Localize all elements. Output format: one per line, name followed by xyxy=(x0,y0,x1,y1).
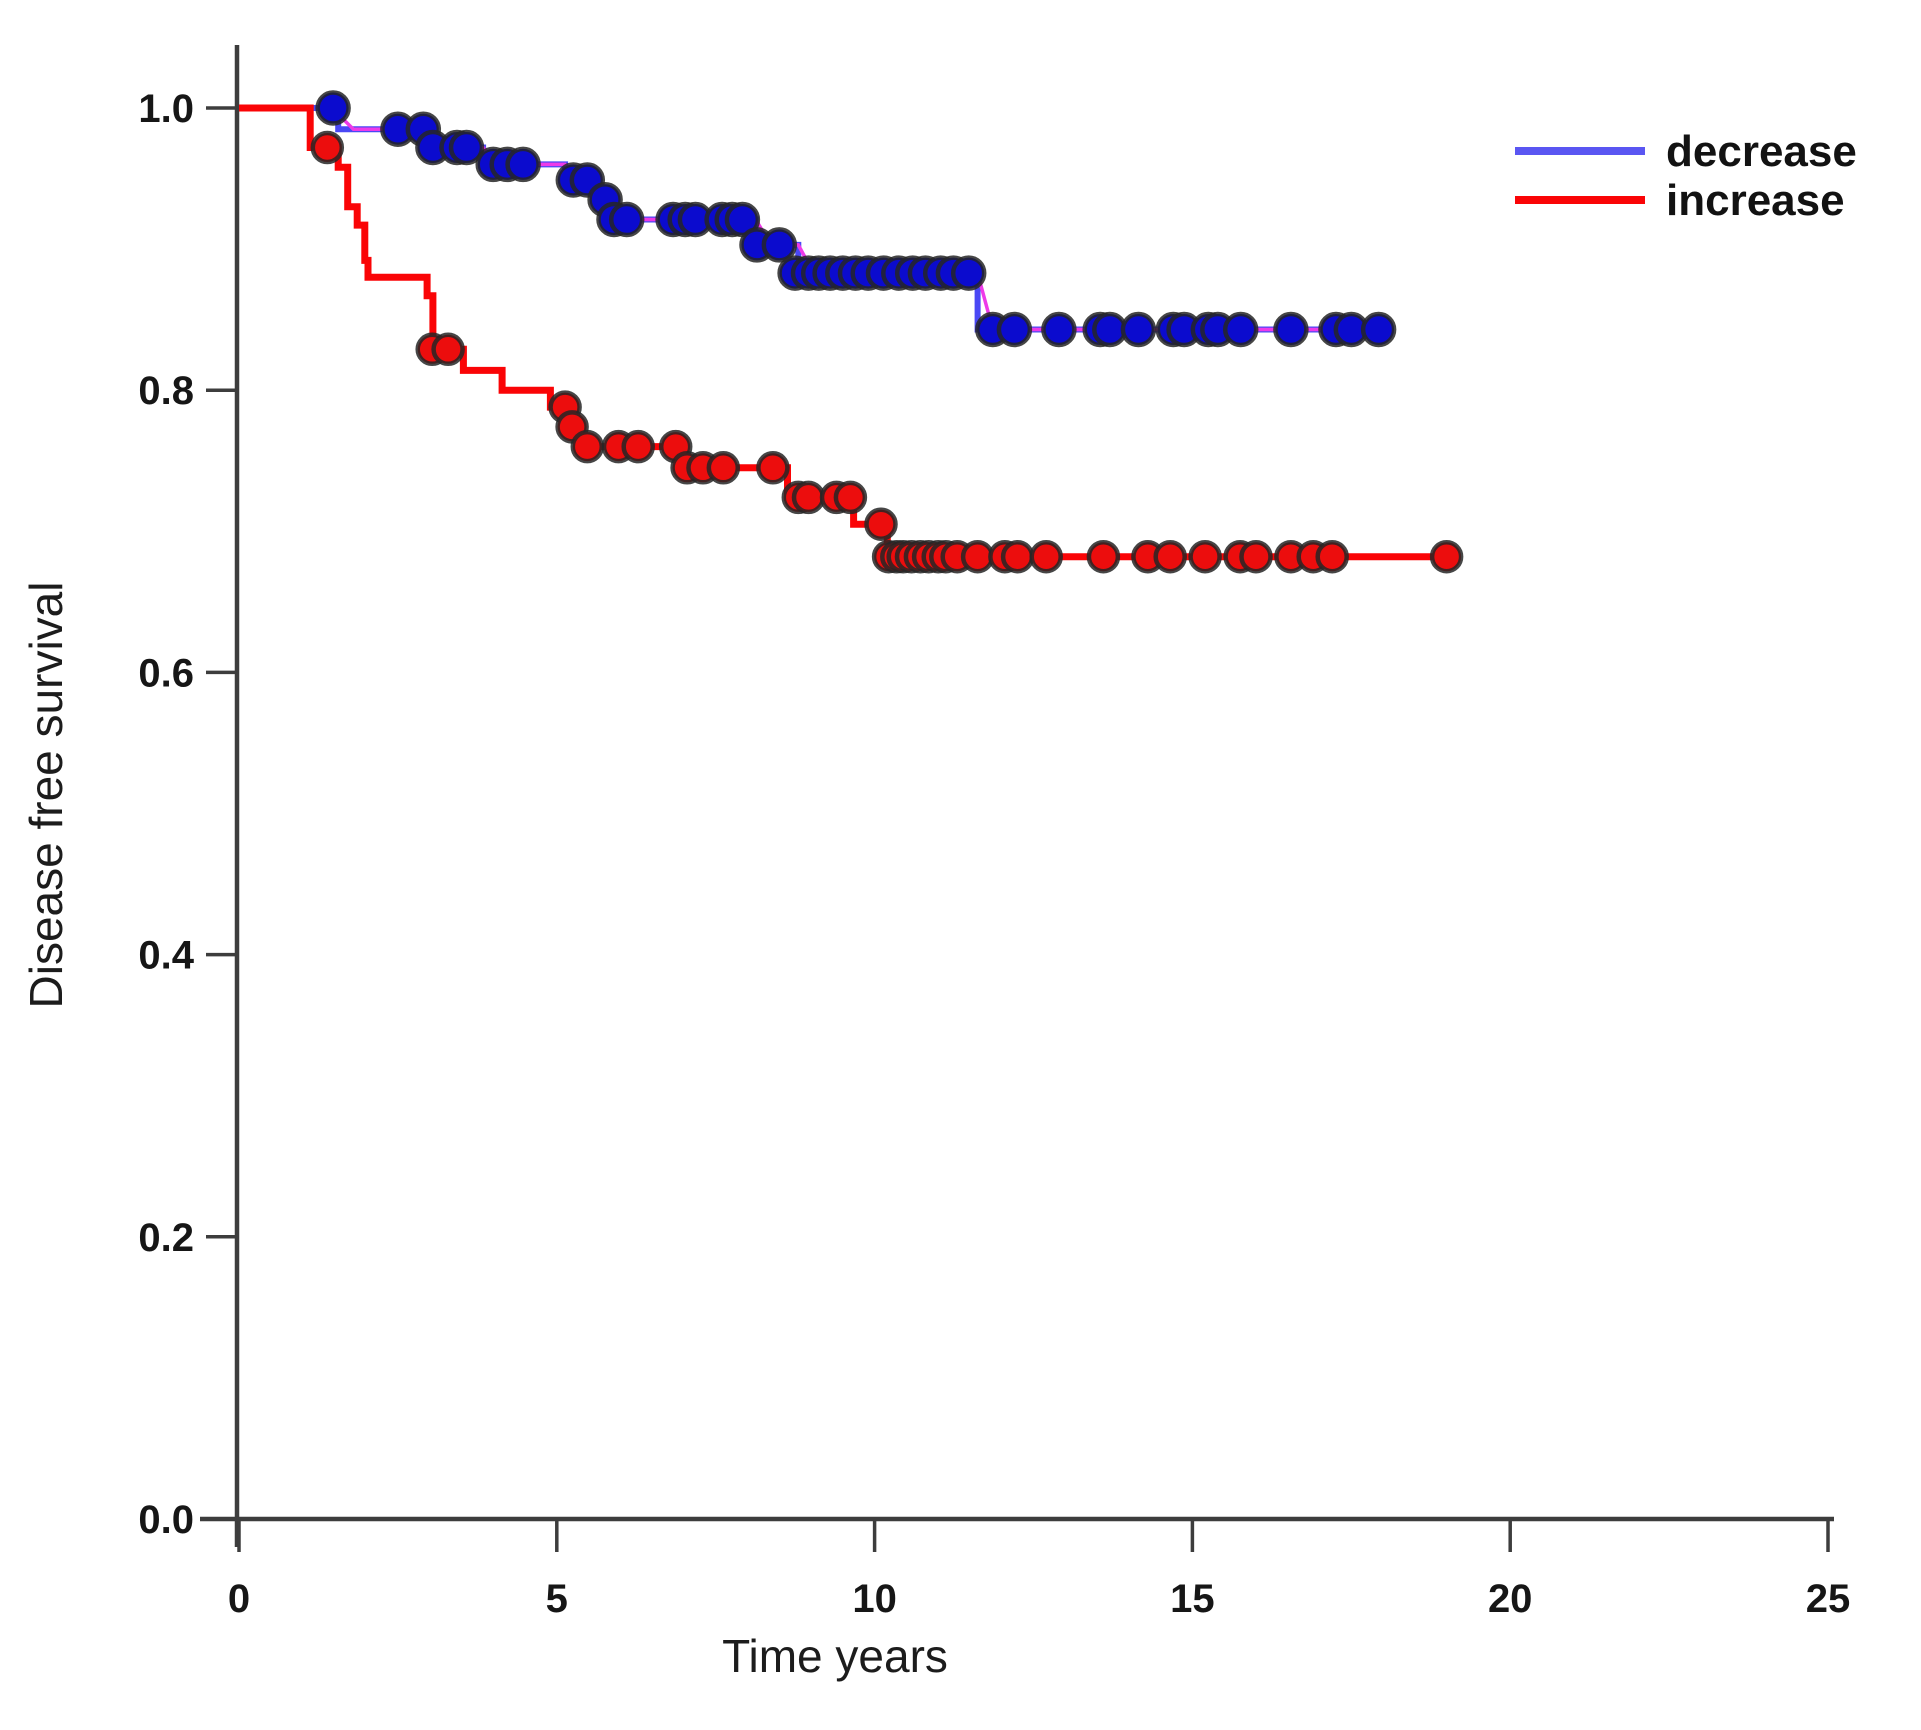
y-tick-label: 0.2 xyxy=(138,1216,194,1260)
increase-censor-mark xyxy=(570,429,605,464)
axes-layer: 1.0 0.8 0.6 0.4 0.2 0.0 0 5 10 15 20 25 xyxy=(138,45,1850,1621)
decrease-censor-mark xyxy=(1222,311,1259,348)
decrease-censor-mark xyxy=(1360,311,1397,348)
increase-censor-mark xyxy=(1000,539,1035,574)
decrease-censor-mark xyxy=(315,90,351,126)
decrease-censor-mark xyxy=(1273,311,1309,348)
y-tick-label: 0.8 xyxy=(138,369,194,413)
decrease-censor-mark xyxy=(1120,311,1157,348)
y-tick-label: 0.0 xyxy=(138,1498,194,1542)
increase-censor-mark xyxy=(431,332,465,367)
x-tick-label: 15 xyxy=(1170,1577,1215,1621)
decrease-censor-mark xyxy=(448,129,485,166)
decrease-censor-mark xyxy=(761,227,798,263)
x-tick-label: 25 xyxy=(1806,1577,1851,1621)
curves-layer xyxy=(239,90,1464,574)
increase-censor-mark xyxy=(960,539,995,574)
x-axis-title: Time years xyxy=(722,1630,948,1682)
x-tick-label: 5 xyxy=(546,1577,568,1621)
legend-label-increase: increase xyxy=(1666,176,1845,225)
increase-censor-mark xyxy=(621,429,655,464)
increase-censor-mark xyxy=(1315,539,1349,574)
increase-censor-mark xyxy=(756,451,790,485)
increase-censor-mark xyxy=(310,130,345,165)
increase-censor-mark xyxy=(1429,539,1464,574)
y-axis-title: Disease free survival xyxy=(20,582,72,1009)
decrease-overlay-line xyxy=(330,106,1387,332)
increase-censor-mark xyxy=(1086,539,1121,574)
increase-censor-mark xyxy=(1153,539,1187,574)
x-tick-label: 20 xyxy=(1488,1577,1533,1621)
decrease-censor-mark xyxy=(996,311,1033,348)
legend-label-decrease: decrease xyxy=(1666,127,1857,176)
increase-censor-mark xyxy=(833,480,868,515)
decrease-censor-mark xyxy=(1041,311,1077,348)
decrease-censor-mark xyxy=(950,255,987,291)
y-tick-label: 0.4 xyxy=(138,934,194,978)
y-tick-label: 1.0 xyxy=(138,87,194,131)
increase-censor-mark xyxy=(1239,539,1273,574)
decrease-censor-mark xyxy=(505,146,541,183)
x-tick-label: 10 xyxy=(852,1577,897,1621)
legend: decrease increase xyxy=(1515,127,1857,225)
y-tick-label: 0.6 xyxy=(138,651,194,695)
increase-censor-mark xyxy=(1188,539,1222,574)
increase-censor-mark xyxy=(706,451,741,485)
increase-censor-mark xyxy=(791,480,826,515)
decrease-censor-mark xyxy=(608,201,645,238)
increase-censor-mark xyxy=(864,507,898,541)
increase-censor-mark xyxy=(1029,539,1063,574)
x-tick-label: 0 xyxy=(228,1577,250,1621)
